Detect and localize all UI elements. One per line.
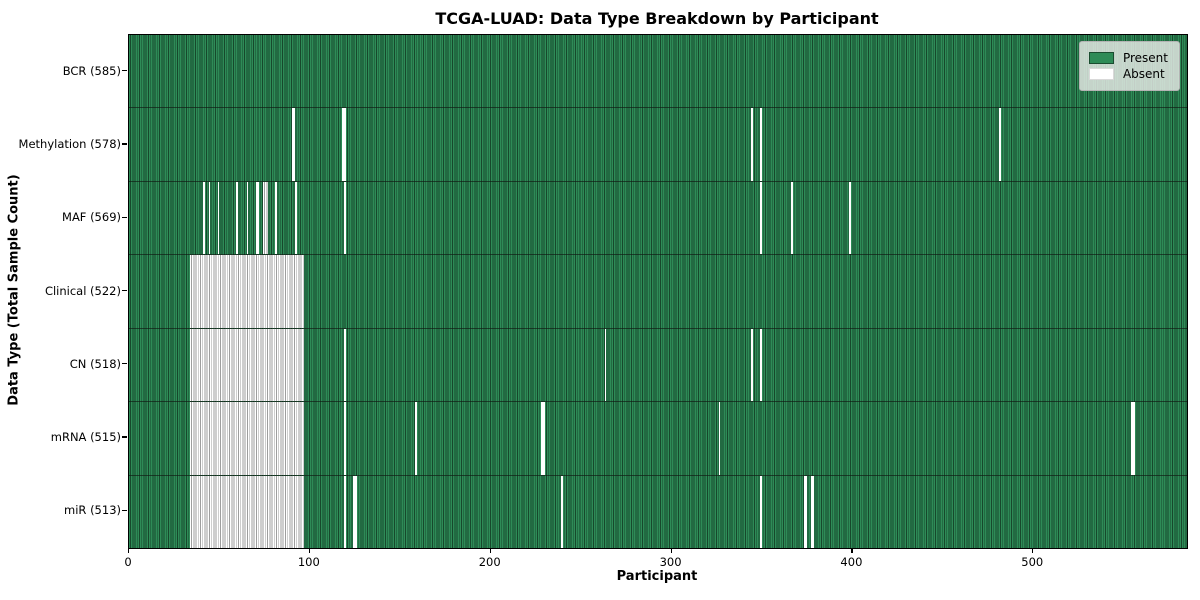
absent-swatch-icon bbox=[1088, 68, 1114, 80]
absent-stripe bbox=[803, 475, 808, 548]
absent-stripe bbox=[760, 108, 762, 181]
heatmap-row-mir bbox=[129, 475, 1187, 548]
y-tick-mark bbox=[122, 216, 127, 218]
x-tick-mark bbox=[851, 548, 853, 553]
heatmap-row-clinical bbox=[129, 255, 1187, 329]
y-tick-label-mrna: mRNA (515) bbox=[50, 430, 121, 445]
y-tick-mark bbox=[122, 143, 127, 145]
present-swatch-icon bbox=[1088, 52, 1114, 64]
absent-stripe bbox=[790, 181, 793, 255]
x-tick-label-500: 500 bbox=[1021, 555, 1044, 569]
absent-stripe bbox=[295, 181, 298, 255]
heatmap-row-maf bbox=[129, 181, 1187, 256]
heatmap-row-cn bbox=[129, 328, 1187, 403]
x-tick-label-100: 100 bbox=[297, 555, 320, 569]
absent-stripe bbox=[561, 475, 564, 548]
x-tick-mark bbox=[1032, 548, 1034, 553]
absent-stripe bbox=[344, 328, 346, 402]
y-tick-label-maf: MAF (569) bbox=[62, 210, 121, 225]
absent-stripe bbox=[208, 181, 211, 255]
legend-entry-present: Present bbox=[1088, 51, 1168, 65]
legend: Present Absent bbox=[1078, 41, 1180, 91]
y-tick-mark bbox=[122, 289, 127, 292]
absent-stripe bbox=[353, 475, 357, 548]
absent-stripe bbox=[1130, 402, 1135, 475]
legend-entry-absent: Absent bbox=[1088, 67, 1168, 81]
y-tick-label-mir: miR (513) bbox=[64, 503, 121, 518]
y-tick-mark bbox=[122, 436, 127, 438]
x-tick-mark bbox=[128, 548, 130, 553]
x-tick-label-300: 300 bbox=[659, 555, 682, 569]
absent-stripe bbox=[255, 181, 260, 255]
y-tick-label-clinical: Clinical (522) bbox=[44, 283, 121, 298]
absent-stripe bbox=[414, 402, 417, 475]
x-axis-label: Participant bbox=[616, 569, 698, 584]
absent-stripe bbox=[203, 181, 205, 255]
chart-title: TCGA-LUAD: Data Type Breakdown by Partic… bbox=[435, 9, 879, 28]
absent-stripe bbox=[751, 328, 753, 402]
absent-stripe bbox=[810, 475, 815, 548]
y-tick-mark bbox=[122, 70, 127, 72]
absent-stripe bbox=[848, 181, 851, 255]
absent-stripe bbox=[998, 108, 1001, 181]
absent-stripe bbox=[344, 181, 346, 255]
absent-stripe bbox=[604, 328, 607, 402]
absent-stripe bbox=[190, 475, 305, 548]
absent-stripe bbox=[760, 328, 762, 402]
heatmap-row-bcr bbox=[129, 35, 1187, 109]
heatmap-row-mrna bbox=[129, 402, 1187, 476]
absent-stripe bbox=[344, 475, 346, 548]
absent-stripe bbox=[718, 402, 721, 475]
y-tick-label-methylation: Methylation (578) bbox=[18, 136, 121, 151]
absent-stripe bbox=[344, 402, 346, 475]
plot-area: Present Absent bbox=[128, 34, 1188, 549]
heatmap-row-methylation bbox=[129, 108, 1187, 182]
legend-label-present: Present bbox=[1122, 51, 1168, 65]
absent-stripe bbox=[190, 402, 305, 475]
absent-stripe bbox=[751, 108, 753, 181]
absent-stripe bbox=[190, 328, 305, 402]
x-tick-mark bbox=[308, 548, 311, 553]
absent-stripe bbox=[760, 475, 762, 548]
y-tick-label-cn: CN (518) bbox=[69, 356, 121, 371]
x-tick-label-400: 400 bbox=[840, 555, 863, 569]
x-tick-label-0: 0 bbox=[124, 555, 132, 569]
y-tick-mark bbox=[122, 363, 127, 365]
absent-stripe bbox=[275, 181, 278, 255]
absent-stripe bbox=[262, 181, 269, 255]
legend-label-absent: Absent bbox=[1122, 67, 1165, 81]
absent-stripe bbox=[291, 108, 296, 181]
absent-stripe bbox=[190, 255, 305, 328]
absent-stripe bbox=[246, 181, 249, 255]
x-tick-mark bbox=[489, 548, 491, 553]
absent-stripe bbox=[541, 402, 545, 475]
absent-stripe bbox=[760, 181, 762, 255]
absent-stripe bbox=[235, 181, 238, 255]
absent-stripe bbox=[342, 108, 347, 181]
x-tick-mark bbox=[670, 548, 672, 553]
y-tick-label-bcr: BCR (585) bbox=[62, 63, 121, 78]
x-tick-label-200: 200 bbox=[478, 555, 501, 569]
absent-stripe bbox=[217, 181, 220, 255]
y-tick-mark bbox=[122, 509, 127, 511]
